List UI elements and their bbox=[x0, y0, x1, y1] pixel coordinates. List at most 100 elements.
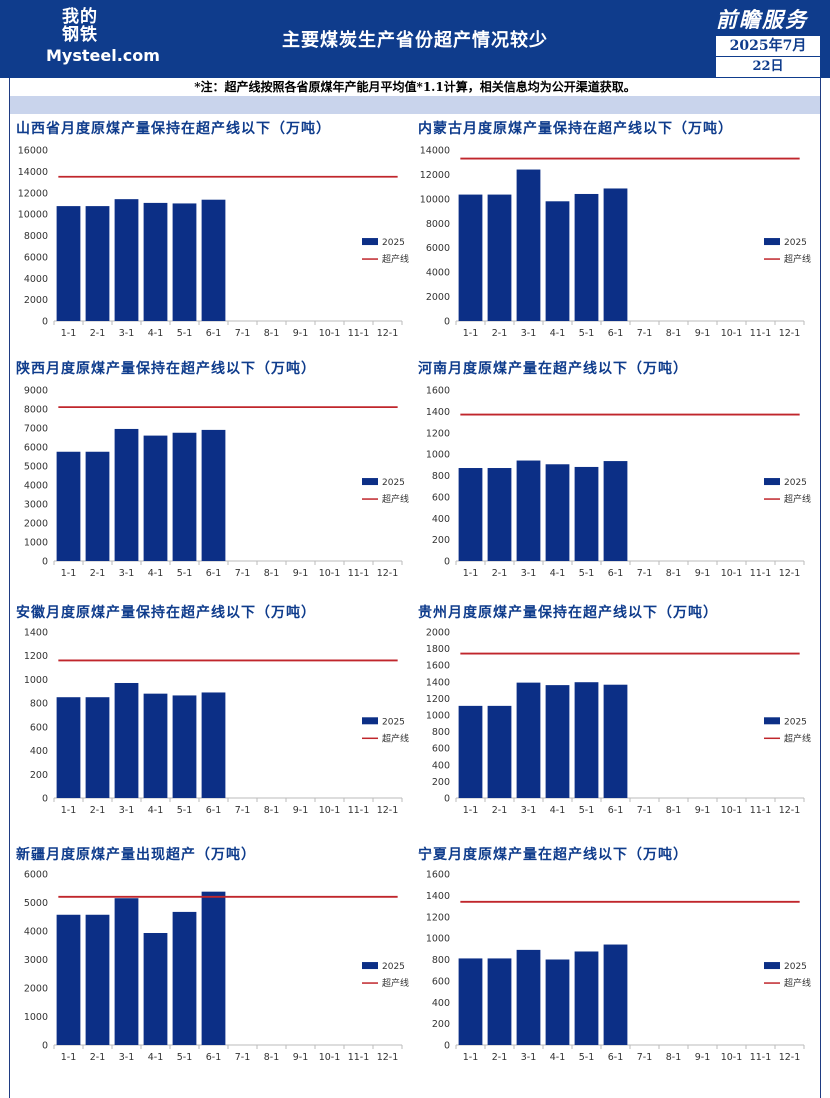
y-tick-label: 14000 bbox=[420, 146, 450, 157]
x-tick-label: 7-1 bbox=[235, 328, 251, 339]
y-tick-label: 1600 bbox=[426, 386, 450, 397]
x-tick-label: 9-1 bbox=[695, 805, 711, 816]
y-tick-label: 200 bbox=[432, 1019, 450, 1030]
bar-2025-4-1 bbox=[143, 693, 168, 798]
legend-swatch-2025 bbox=[362, 478, 378, 486]
legend-label-threshold: 超产线 bbox=[382, 732, 409, 744]
bar-2025-6-1 bbox=[201, 429, 226, 561]
y-tick-label: 10000 bbox=[18, 210, 48, 221]
report-date: 2025年7月 bbox=[716, 36, 820, 56]
bar-2025-6-1 bbox=[603, 188, 628, 321]
x-tick-label: 6-1 bbox=[206, 328, 222, 339]
y-tick-label: 400 bbox=[30, 746, 48, 757]
chart-title-henan: 河南月度原煤产量在超产线以下（万吨） bbox=[418, 361, 688, 377]
x-tick-label: 4-1 bbox=[550, 568, 566, 579]
x-tick-label: 1-1 bbox=[61, 568, 77, 579]
legend-swatch-2025 bbox=[764, 238, 780, 246]
x-tick-label: 6-1 bbox=[608, 328, 624, 339]
y-tick-label: 600 bbox=[432, 744, 450, 755]
x-tick-label: 7-1 bbox=[637, 805, 653, 816]
y-tick-label: 14000 bbox=[18, 167, 48, 178]
y-tick-label: 0 bbox=[444, 1041, 450, 1052]
x-tick-label: 9-1 bbox=[695, 568, 711, 579]
x-tick-label: 1-1 bbox=[463, 1052, 479, 1063]
x-tick-label: 3-1 bbox=[119, 1052, 135, 1063]
bar-2025-2-1 bbox=[85, 451, 110, 561]
x-tick-label: 7-1 bbox=[235, 568, 251, 579]
x-tick-label: 8-1 bbox=[666, 805, 682, 816]
x-tick-label: 4-1 bbox=[148, 1052, 164, 1063]
x-tick-label: 7-1 bbox=[235, 805, 251, 816]
x-tick-label: 8-1 bbox=[264, 805, 280, 816]
y-tick-label: 6000 bbox=[426, 243, 450, 254]
y-tick-label: 600 bbox=[30, 722, 48, 733]
y-tick-label: 4000 bbox=[24, 927, 48, 938]
y-tick-label: 0 bbox=[444, 794, 450, 805]
y-tick-label: 3000 bbox=[24, 955, 48, 966]
mysteel-logo: 我的 钢铁 Mysteel.com bbox=[40, 6, 160, 68]
x-tick-label: 3-1 bbox=[119, 328, 135, 339]
x-tick-label: 4-1 bbox=[148, 805, 164, 816]
legend-label-2025: 2025 bbox=[784, 717, 807, 727]
legend-label-threshold: 超产线 bbox=[382, 253, 409, 265]
x-tick-label: 9-1 bbox=[695, 328, 711, 339]
x-tick-label: 10-1 bbox=[319, 805, 341, 816]
x-tick-label: 1-1 bbox=[61, 1052, 77, 1063]
x-tick-label: 9-1 bbox=[293, 805, 309, 816]
y-tick-label: 6000 bbox=[24, 443, 48, 454]
y-tick-label: 200 bbox=[432, 777, 450, 788]
x-tick-label: 11-1 bbox=[348, 805, 370, 816]
bar-2025-2-1 bbox=[487, 705, 512, 798]
x-tick-label: 8-1 bbox=[264, 1052, 280, 1063]
y-tick-label: 400 bbox=[432, 998, 450, 1009]
x-tick-label: 1-1 bbox=[61, 805, 77, 816]
y-tick-label: 1400 bbox=[24, 628, 48, 639]
y-tick-label: 1000 bbox=[426, 450, 450, 461]
legend-swatch-2025 bbox=[362, 717, 378, 725]
bar-2025-3-1 bbox=[114, 428, 139, 561]
bar-2025-5-1 bbox=[172, 695, 197, 798]
x-tick-label: 12-1 bbox=[377, 568, 399, 579]
y-tick-label: 0 bbox=[42, 317, 48, 328]
x-tick-label: 11-1 bbox=[348, 1052, 370, 1063]
x-tick-label: 7-1 bbox=[637, 568, 653, 579]
y-tick-label: 7000 bbox=[24, 424, 48, 435]
chart-title-neimenggu: 内蒙古月度原煤产量保持在超产线以下（万吨） bbox=[418, 121, 733, 137]
y-tick-label: 1000 bbox=[426, 934, 450, 945]
y-tick-label: 0 bbox=[444, 557, 450, 568]
y-tick-label: 1200 bbox=[426, 694, 450, 705]
y-tick-label: 1200 bbox=[24, 651, 48, 662]
logo-en: Mysteel.com bbox=[46, 46, 160, 65]
x-tick-label: 8-1 bbox=[264, 568, 280, 579]
y-tick-label: 0 bbox=[42, 794, 48, 805]
chart-ningxia: 0 200 400 600 800 1000 1200 1400 1600 1-1 2-1 3-1 4-… bbox=[426, 870, 811, 1064]
y-tick-label: 1600 bbox=[426, 661, 450, 672]
y-tick-label: 8000 bbox=[24, 231, 48, 242]
logo-cn-line2: 钢铁 bbox=[62, 25, 98, 45]
bar-2025-1-1 bbox=[56, 697, 81, 798]
x-tick-label: 1-1 bbox=[463, 328, 479, 339]
logo-cn-line1: 我的 bbox=[62, 7, 98, 27]
x-tick-label: 9-1 bbox=[293, 1052, 309, 1063]
x-tick-label: 3-1 bbox=[521, 1052, 537, 1063]
x-tick-label: 11-1 bbox=[348, 568, 370, 579]
y-tick-label: 4000 bbox=[426, 268, 450, 279]
legend-label-threshold: 超产线 bbox=[382, 977, 409, 989]
brand-label: 前瞻服务 bbox=[716, 7, 808, 32]
x-tick-label: 2-1 bbox=[492, 568, 508, 579]
x-tick-label: 3-1 bbox=[119, 568, 135, 579]
y-tick-label: 2000 bbox=[426, 628, 450, 639]
x-tick-label: 12-1 bbox=[779, 805, 801, 816]
legend-swatch-2025 bbox=[764, 478, 780, 486]
x-tick-label: 2-1 bbox=[492, 805, 508, 816]
y-tick-label: 1200 bbox=[426, 912, 450, 923]
bar-2025-5-1 bbox=[172, 203, 197, 321]
bar-2025-2-1 bbox=[85, 206, 110, 321]
x-tick-label: 11-1 bbox=[750, 328, 772, 339]
bar-2025-2-1 bbox=[487, 468, 512, 561]
y-tick-label: 12000 bbox=[18, 188, 48, 199]
x-tick-label: 6-1 bbox=[608, 805, 624, 816]
y-tick-label: 8000 bbox=[426, 219, 450, 230]
y-tick-label: 800 bbox=[432, 727, 450, 738]
y-tick-label: 9000 bbox=[24, 386, 48, 397]
